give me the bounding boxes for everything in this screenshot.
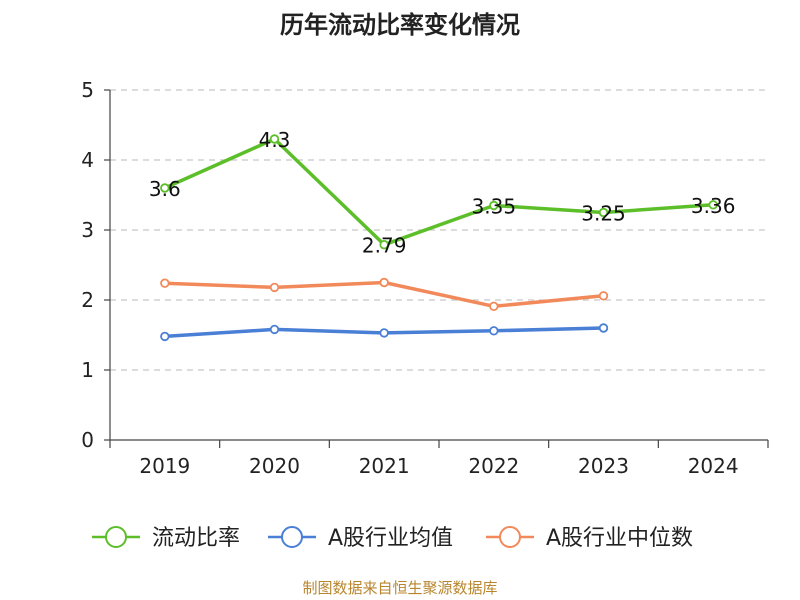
data-point bbox=[160, 183, 170, 193]
data-label: 4.3 bbox=[259, 128, 291, 152]
x-tick-label: 2020 bbox=[249, 454, 300, 478]
series-group bbox=[160, 134, 718, 342]
data-label: 3.35 bbox=[472, 195, 517, 219]
legend-marker bbox=[499, 526, 521, 548]
legend-item: A股行业中位数 bbox=[486, 526, 693, 551]
legend-label: A股行业均值 bbox=[328, 526, 453, 551]
x-tick-label: 2019 bbox=[139, 454, 190, 478]
data-point bbox=[160, 278, 170, 288]
y-tick-label: 5 bbox=[81, 78, 94, 102]
data-point bbox=[598, 207, 609, 218]
data-point bbox=[379, 328, 389, 338]
legend-label: 流动比率 bbox=[152, 526, 240, 551]
y-tick-label: 4 bbox=[81, 148, 94, 172]
data-labels: 3.6 4.3 2.79 3.35 3.25 3.36 bbox=[149, 128, 736, 258]
series-line bbox=[163, 137, 715, 247]
x-tick-label: 2024 bbox=[688, 454, 739, 478]
data-point bbox=[269, 134, 280, 144]
source-note: 制图数据来自恒生聚源数据库 bbox=[302, 579, 497, 597]
axes: 0 1 2 3 4 5 2019 2020 2021 2022 2023 2024 bbox=[81, 78, 769, 478]
legend-marker bbox=[281, 526, 303, 548]
data-point bbox=[379, 239, 389, 250]
x-tick-label: 2023 bbox=[578, 454, 629, 478]
x-tick-label: 2021 bbox=[359, 454, 410, 478]
chart-title: 历年流动比率变化情况 bbox=[280, 11, 520, 39]
y-tick-label: 0 bbox=[81, 428, 94, 452]
legend-item: A股行业均值 bbox=[268, 526, 453, 551]
data-point bbox=[598, 291, 609, 301]
data-point bbox=[160, 331, 170, 342]
data-point bbox=[269, 324, 280, 335]
grid-lines bbox=[110, 89, 768, 371]
data-point bbox=[489, 326, 499, 336]
x-tick-label: 2022 bbox=[468, 454, 519, 478]
y-tick-label: 1 bbox=[81, 358, 94, 382]
data-label: 2.79 bbox=[362, 234, 407, 258]
y-tick-label: 3 bbox=[81, 218, 94, 242]
data-point bbox=[598, 323, 609, 333]
data-point bbox=[489, 301, 499, 311]
legend-label: A股行业中位数 bbox=[546, 526, 693, 551]
data-point bbox=[489, 200, 499, 211]
data-point bbox=[269, 282, 280, 293]
legend: 流动比率 A股行业均值 A股行业中位数 bbox=[92, 526, 693, 551]
data-label: 3.25 bbox=[581, 202, 626, 226]
y-tick-label: 2 bbox=[81, 288, 94, 312]
data-point bbox=[379, 277, 389, 288]
data-point bbox=[708, 200, 718, 210]
legend-item: 流动比率 bbox=[92, 526, 240, 551]
data-label: 3.6 bbox=[149, 177, 181, 201]
legend-marker bbox=[105, 526, 127, 548]
data-label: 3.36 bbox=[691, 194, 736, 218]
